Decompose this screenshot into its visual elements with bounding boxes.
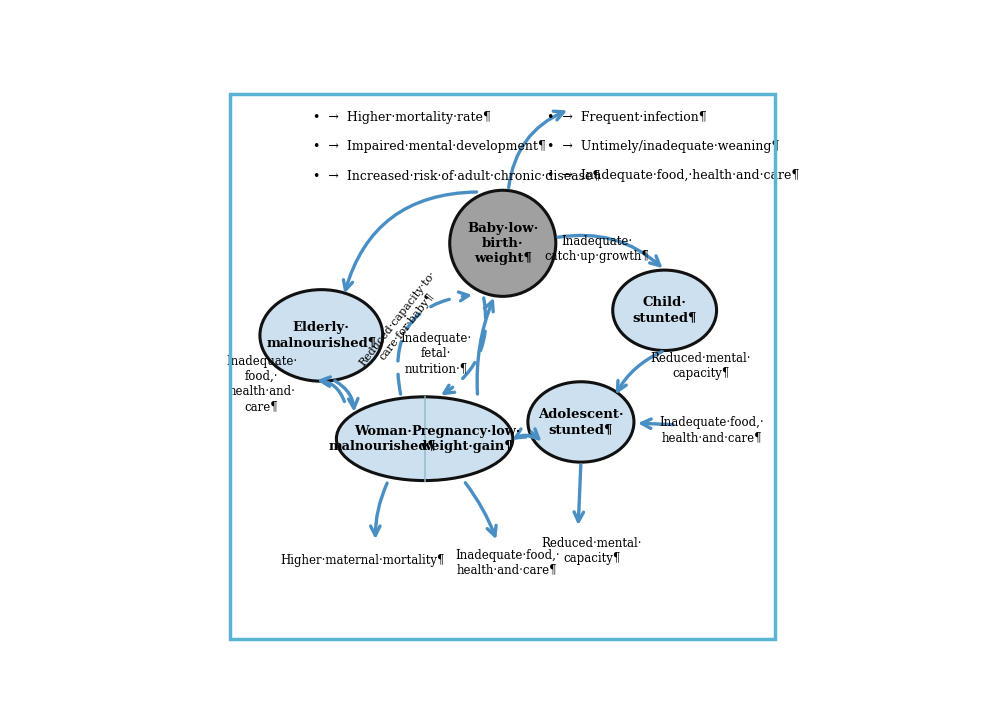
- Text: Inadequate·food,·
health·and·care¶: Inadequate·food,· health·and·care¶: [660, 416, 764, 444]
- FancyArrowPatch shape: [444, 298, 486, 394]
- Text: Pregnancy·low·
weight·gain¶: Pregnancy·low· weight·gain¶: [412, 425, 521, 452]
- Text: •  →  Impaired·mental·development¶: • → Impaired·mental·development¶: [313, 140, 545, 153]
- Ellipse shape: [336, 397, 513, 481]
- FancyArrowPatch shape: [529, 429, 539, 439]
- Text: •  →  Untimely/inadequate·weaning¶: • → Untimely/inadequate·weaning¶: [547, 140, 780, 153]
- Text: Elderly·
malnourished¶: Elderly· malnourished¶: [266, 321, 377, 349]
- Ellipse shape: [260, 290, 383, 381]
- Text: Adolescent·
stunted¶: Adolescent· stunted¶: [539, 408, 624, 436]
- FancyArrowPatch shape: [642, 419, 673, 428]
- Text: Child·
stunted¶: Child· stunted¶: [633, 297, 697, 324]
- FancyArrowPatch shape: [574, 465, 584, 521]
- Text: Reduced·capacity·to·
care·for·baby¶: Reduced·capacity·to· care·for·baby¶: [357, 270, 447, 376]
- Ellipse shape: [449, 190, 556, 297]
- Text: Reduced·mental·
capacity¶: Reduced·mental· capacity¶: [650, 352, 751, 380]
- FancyArrowPatch shape: [509, 111, 564, 188]
- Text: Inadequate·
food,·
health·and·
care¶: Inadequate· food,· health·and· care¶: [226, 355, 297, 413]
- FancyArrowPatch shape: [335, 381, 358, 408]
- FancyArrowPatch shape: [321, 377, 344, 402]
- Text: •  →  Frequent·infection¶: • → Frequent·infection¶: [547, 111, 707, 124]
- Text: Reduced·mental·
capacity¶: Reduced·mental· capacity¶: [542, 537, 643, 566]
- FancyArrowPatch shape: [558, 236, 660, 266]
- FancyArrowPatch shape: [397, 292, 468, 394]
- Text: Higher·maternal·mortality¶: Higher·maternal·mortality¶: [280, 554, 444, 567]
- FancyArrowPatch shape: [371, 483, 387, 536]
- Text: Baby·low·
birth·
weight¶: Baby·low· birth· weight¶: [467, 222, 539, 265]
- FancyArrowPatch shape: [343, 192, 477, 290]
- Text: •  →  Inadequate·food,·health·and·care¶: • → Inadequate·food,·health·and·care¶: [547, 169, 800, 182]
- FancyArrowPatch shape: [465, 483, 496, 536]
- Text: Inadequate·
fetal·
nutrition·¶: Inadequate· fetal· nutrition·¶: [400, 332, 471, 376]
- Ellipse shape: [528, 382, 634, 462]
- Text: Inadequate·
catch·up·growth¶: Inadequate· catch·up·growth¶: [544, 235, 648, 263]
- Text: •  →  Higher·mortality·rate¶: • → Higher·mortality·rate¶: [313, 111, 490, 124]
- FancyArrowPatch shape: [477, 301, 493, 394]
- Text: Inadequate·food,·
health·and·care¶: Inadequate·food,· health·and·care¶: [455, 549, 559, 576]
- Text: •  →  Increased·risk·of·adult·chronic·disease¶: • → Increased·risk·of·adult·chronic·dise…: [313, 169, 600, 182]
- Text: Woman·
malnourished¶: Woman· malnourished¶: [329, 425, 437, 452]
- Ellipse shape: [613, 270, 716, 350]
- FancyArrowPatch shape: [515, 429, 537, 438]
- FancyArrowPatch shape: [617, 352, 662, 391]
